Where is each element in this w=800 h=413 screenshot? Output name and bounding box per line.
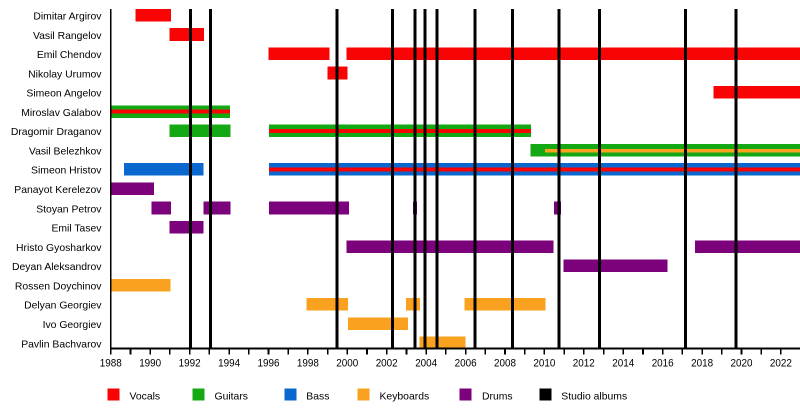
- svg-text:Vocals: Vocals: [130, 392, 161, 403]
- svg-text:2002: 2002: [376, 358, 398, 370]
- svg-text:Drums: Drums: [482, 392, 513, 403]
- svg-text:2016: 2016: [652, 358, 674, 370]
- svg-text:2006: 2006: [455, 358, 477, 370]
- svg-text:1998: 1998: [297, 358, 319, 370]
- svg-text:Keyboards: Keyboards: [380, 392, 430, 403]
- svg-text:2020: 2020: [731, 358, 753, 370]
- svg-text:2000: 2000: [336, 358, 358, 370]
- svg-text:Pavlin Bachvarov: Pavlin Bachvarov: [21, 339, 102, 350]
- svg-text:2004: 2004: [415, 358, 437, 370]
- svg-text:1994: 1994: [218, 358, 240, 370]
- svg-text:2008: 2008: [494, 358, 516, 370]
- svg-text:1990: 1990: [139, 358, 161, 370]
- svg-text:Emil Chendov: Emil Chendov: [37, 50, 102, 61]
- svg-text:Deyan Aleksandrov: Deyan Aleksandrov: [12, 262, 102, 273]
- svg-text:Nikolay Urumov: Nikolay Urumov: [28, 69, 102, 80]
- svg-text:Rossen Doychinov: Rossen Doychinov: [15, 281, 102, 292]
- svg-text:1996: 1996: [258, 358, 280, 370]
- svg-text:Ivo Georgiev: Ivo Georgiev: [43, 320, 103, 331]
- svg-text:Dragomir Draganov: Dragomir Draganov: [11, 127, 102, 138]
- svg-text:Delyan Georgiev: Delyan Georgiev: [24, 301, 102, 312]
- svg-text:Bass: Bass: [306, 392, 329, 403]
- svg-text:Miroslav Galabov: Miroslav Galabov: [21, 108, 102, 119]
- svg-text:2010: 2010: [533, 358, 555, 370]
- svg-text:Emil Tasev: Emil Tasev: [51, 224, 102, 235]
- svg-text:2012: 2012: [573, 358, 595, 370]
- svg-text:Guitars: Guitars: [215, 392, 249, 403]
- svg-text:2022: 2022: [770, 358, 792, 370]
- svg-text:Hristo Gyosharkov: Hristo Gyosharkov: [16, 243, 102, 254]
- svg-text:Simeon Hristov: Simeon Hristov: [31, 166, 102, 177]
- svg-text:Simeon Angelov: Simeon Angelov: [26, 89, 102, 100]
- svg-text:2018: 2018: [691, 358, 713, 370]
- svg-text:Panayot Kerelezov: Panayot Kerelezov: [14, 185, 102, 196]
- svg-text:Stoyan Petrov: Stoyan Petrov: [36, 204, 102, 215]
- svg-text:1988: 1988: [100, 358, 122, 370]
- svg-text:Vasil Belezhkov: Vasil Belezhkov: [29, 147, 102, 158]
- svg-text:Studio albums: Studio albums: [561, 392, 627, 403]
- svg-text:2014: 2014: [612, 358, 634, 370]
- svg-text:Vasil Rangelov: Vasil Rangelov: [33, 31, 102, 42]
- svg-text:Dimitar Argirov: Dimitar Argirov: [33, 12, 102, 23]
- svg-text:1992: 1992: [179, 358, 201, 370]
